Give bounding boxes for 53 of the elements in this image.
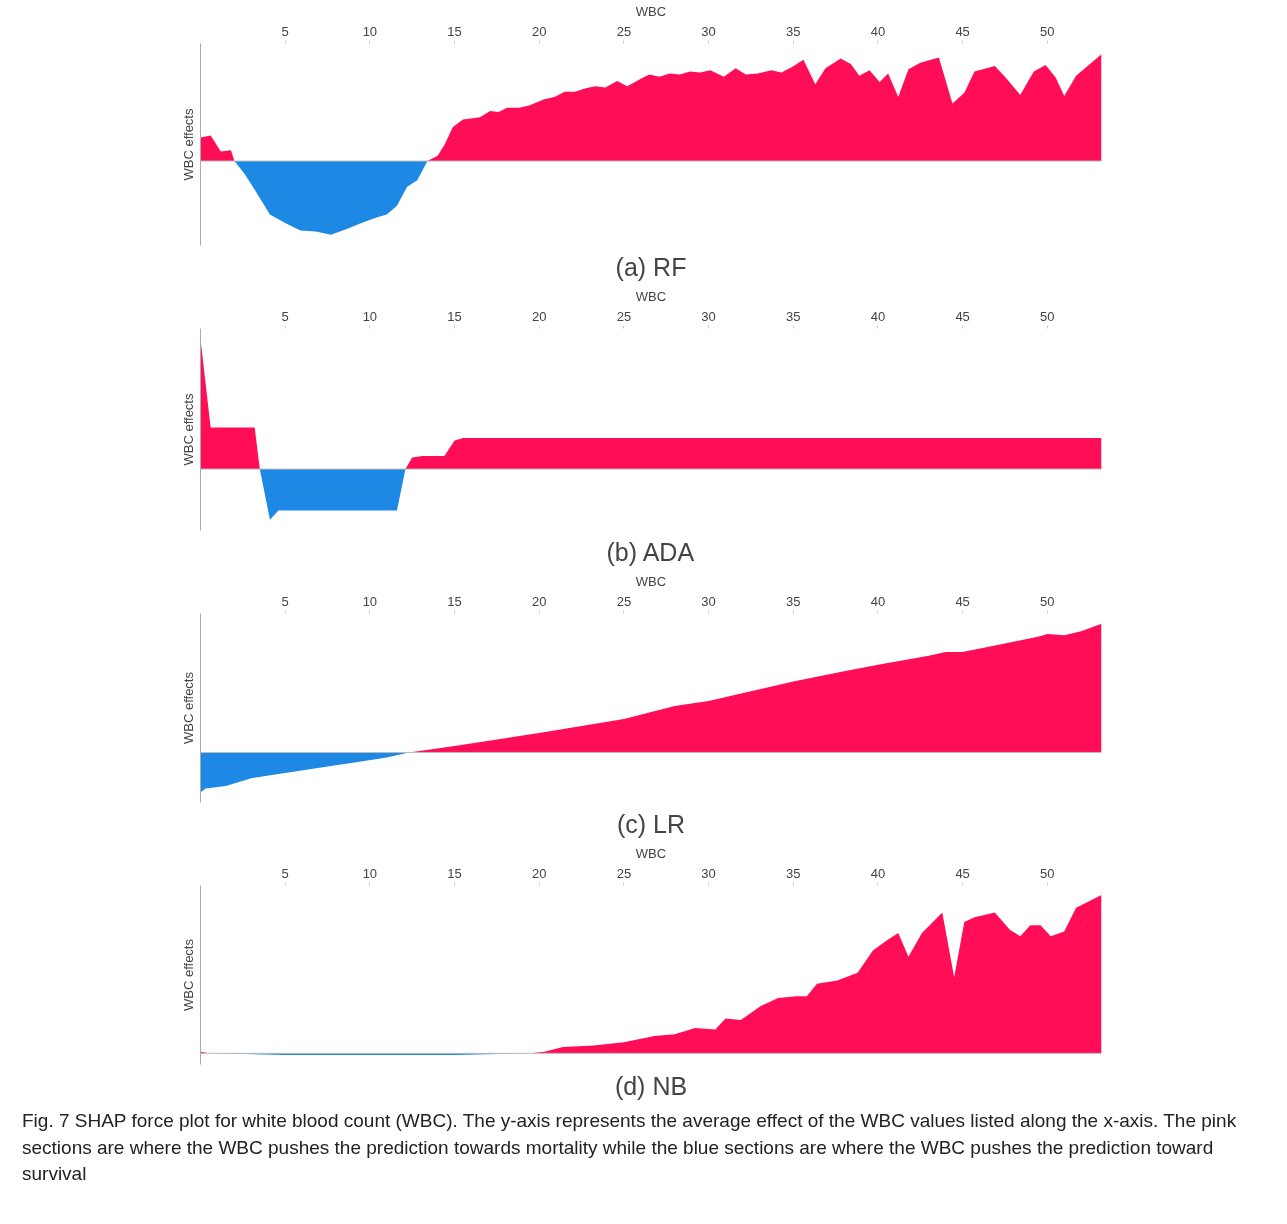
x-tick-label: 50	[1040, 593, 1055, 609]
x-tick-label: 30	[701, 593, 716, 609]
x-tick-label: 45	[955, 865, 970, 881]
x-tick-label: 30	[701, 308, 716, 324]
x-tick-label: 10	[362, 593, 378, 609]
caption: Fig. 7 SHAP force plot for white blood count (WBC). The y-axis represents the average effect of the WBC values listed along the x-axis. The pink sections are where the WBC pushes the prediction towards mortality while the blue sections are where the WBC pushes the prediction toward survival	[22, 1109, 1238, 1187]
x-axis-title: WBC	[635, 288, 667, 304]
y-axis-title: WBC effects	[180, 671, 196, 744]
x-tick-label: 30	[701, 865, 716, 881]
y-axis-title: WBC effects	[180, 938, 196, 1011]
x-tick-label: 15	[447, 865, 462, 881]
x-tick-label: 25	[616, 23, 632, 39]
x-tick-label: 35	[786, 865, 801, 881]
x-tick-label: 5	[281, 23, 289, 39]
y-axis-title: WBC effects	[180, 393, 196, 466]
x-tick-label: 25	[616, 593, 632, 609]
x-tick-label: 40	[870, 865, 886, 881]
x-tick-label: 50	[1040, 865, 1055, 881]
x-tick-label: 25	[616, 308, 632, 324]
x-tick-label: 15	[447, 308, 462, 324]
y-axis-title: WBC effects	[180, 108, 196, 181]
x-tick-label: 45	[955, 593, 970, 609]
x-tick-label: 50	[1040, 308, 1055, 324]
x-tick-label: 5	[281, 308, 289, 324]
x-tick-label: 10	[362, 23, 378, 39]
x-tick-label: 35	[786, 308, 801, 324]
x-tick-label: 10	[362, 865, 378, 881]
x-tick-label: 45	[955, 308, 970, 324]
x-tick-label: 40	[870, 23, 886, 39]
x-tick-label: 5	[281, 593, 289, 609]
x-tick-label: 15	[447, 593, 462, 609]
x-axis-title: WBC	[635, 3, 667, 19]
x-tick-label: 20	[531, 308, 547, 324]
text: (b) ADA	[606, 537, 695, 566]
x-tick-label: 35	[786, 593, 801, 609]
x-tick-label: 20	[531, 865, 547, 881]
x-tick-label: 10	[362, 308, 378, 324]
text: (d) NB	[614, 1071, 688, 1100]
x-axis-title: WBC	[635, 573, 667, 589]
x-tick-label: 40	[870, 593, 886, 609]
x-tick-label: 45	[955, 23, 970, 39]
x-tick-label: 40	[870, 308, 886, 324]
x-tick-label: 30	[701, 23, 716, 39]
text: (a) RF	[615, 252, 687, 281]
x-tick-label: 5	[281, 865, 289, 881]
x-tick-label: 15	[447, 23, 462, 39]
x-tick-label: 20	[531, 23, 547, 39]
x-axis-title: WBC	[635, 845, 667, 861]
x-tick-label: 50	[1040, 23, 1055, 39]
x-tick-label: 35	[786, 23, 801, 39]
x-tick-label: 25	[616, 865, 632, 881]
text: (c) LR	[616, 809, 686, 838]
x-tick-label: 20	[531, 593, 547, 609]
